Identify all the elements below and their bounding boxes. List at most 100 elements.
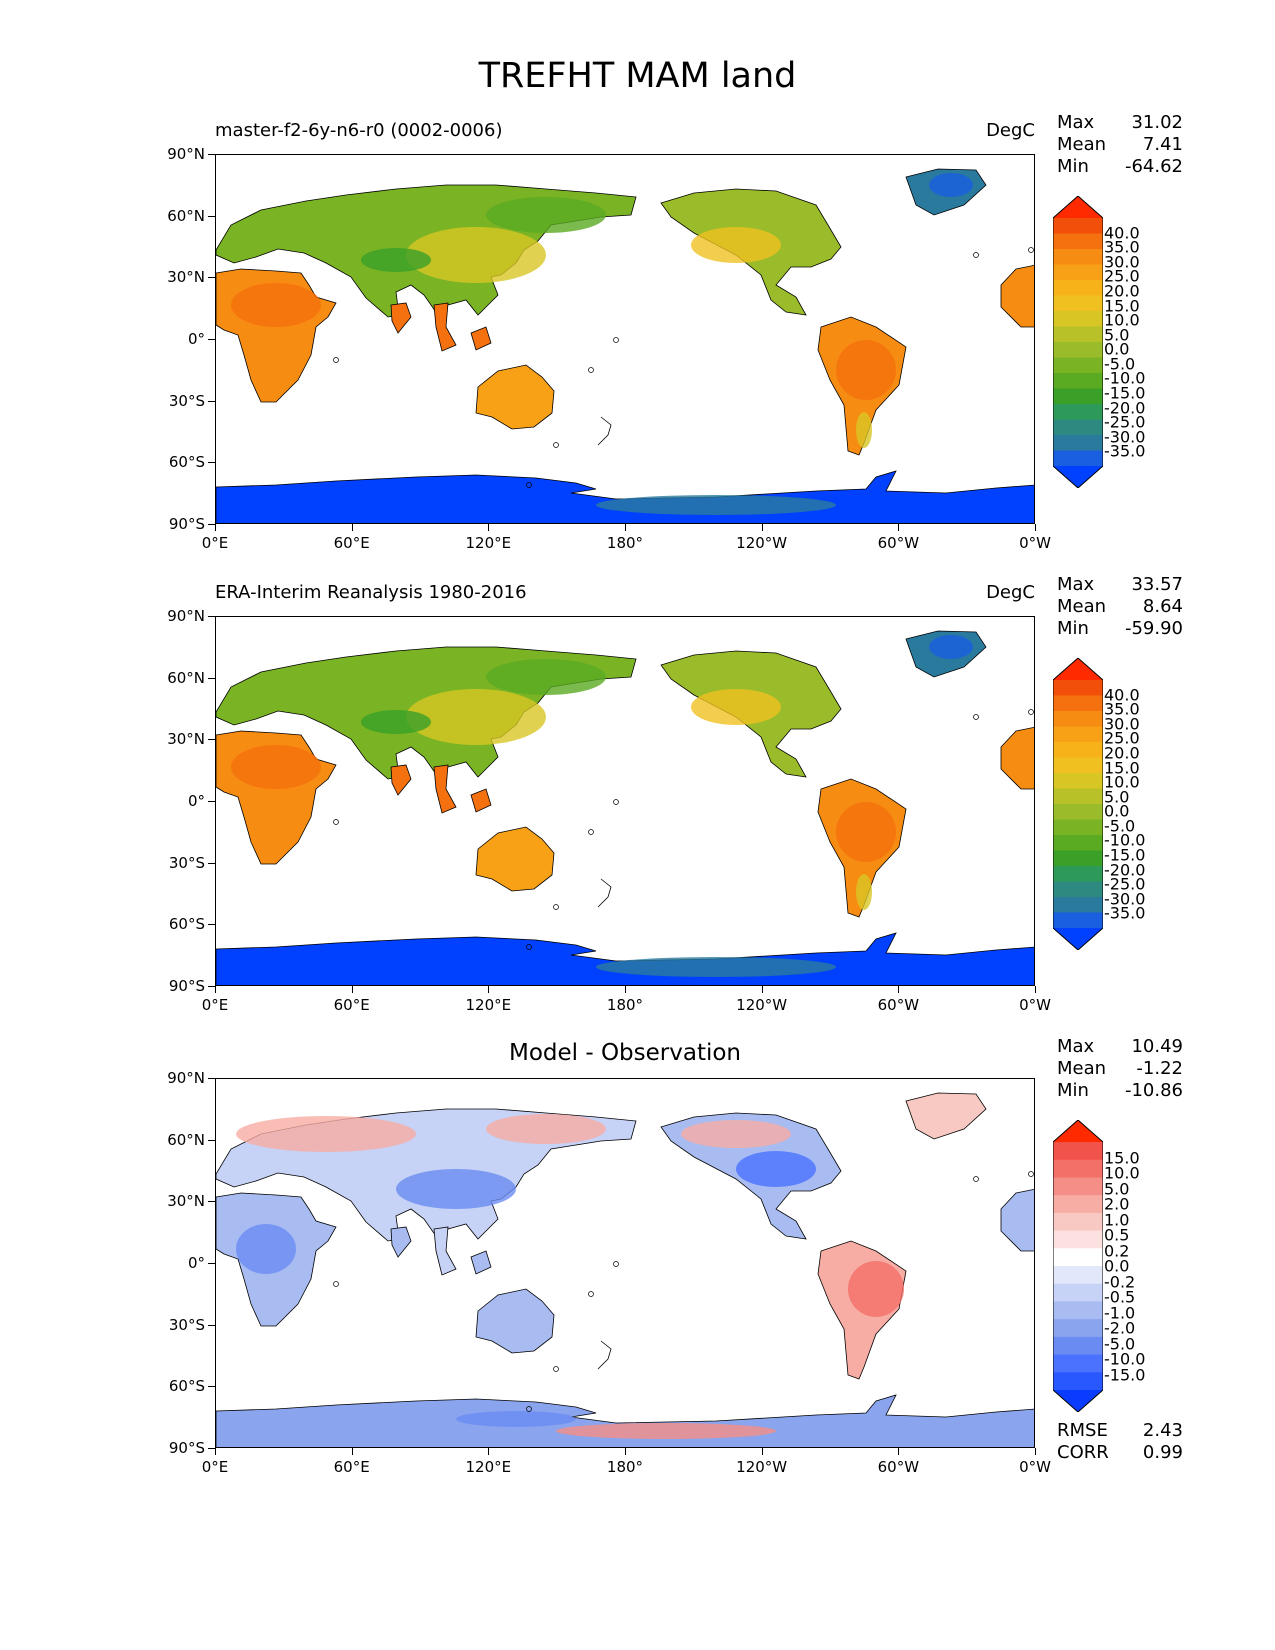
lon-tick-mark (215, 986, 216, 993)
antarctica-landmass (216, 932, 1034, 985)
lon-tick-label: 0°W (1019, 534, 1051, 552)
island-outline (973, 252, 979, 258)
island-outline (526, 944, 532, 950)
stat-label: Max (1057, 112, 1095, 133)
map-canvas (216, 168, 1034, 523)
island-outline (613, 799, 619, 805)
colorbar-extend-max (1053, 658, 1103, 680)
lat-tick-mark (208, 1448, 215, 1449)
lon-tick-label: 180° (606, 996, 644, 1014)
lat-tick-label: 90°N (167, 1069, 205, 1087)
colorbar-tick-label: 0.0 (1104, 801, 1130, 821)
wafrica_r-landmass (1000, 726, 1034, 790)
field-shading (848, 1261, 904, 1317)
lat-tick-mark (208, 462, 215, 464)
lat-tick-label: 60°S (168, 1377, 205, 1396)
lon-tick-label: 60°W (877, 1458, 920, 1476)
colorbar-segment (1053, 695, 1103, 712)
colorbar-segment (1053, 711, 1103, 727)
antarctica-landmass (216, 470, 1034, 523)
field-shading (361, 248, 431, 272)
lat-tick-mark (208, 339, 215, 340)
lon-tick-label: 60°W (877, 996, 920, 1014)
lon-tick-mark (625, 524, 626, 531)
colorbar-tick-label: 35.0 (1104, 237, 1140, 257)
colorbar-segment (1053, 218, 1103, 234)
lon-tick-mark (1035, 986, 1036, 993)
borneo-landmass (470, 326, 492, 351)
colorbar-tick-label: 25.0 (1104, 728, 1140, 748)
map-frame (215, 154, 1035, 524)
field-shading (486, 659, 606, 695)
colorbar-segment (1053, 835, 1103, 851)
field-shading (456, 1411, 576, 1427)
india-landmass (390, 764, 412, 796)
island-outline (588, 829, 594, 835)
lat-tick-mark (208, 154, 215, 155)
seasia-landmass (433, 764, 457, 814)
lon-tick-label: 0°E (201, 996, 229, 1014)
lat-tick-label: 90°S (168, 1439, 205, 1457)
lat-tick-label: 60°N (167, 1130, 205, 1149)
island-outline (526, 1406, 532, 1412)
new-zealand-outline (597, 416, 612, 446)
colorbar-tick-label: 0.2 (1104, 1241, 1130, 1260)
island-outline (553, 442, 559, 448)
lat-tick-label: 30°S (168, 1315, 205, 1334)
lat-tick-mark (208, 1139, 215, 1141)
lat-tick-mark (208, 1324, 215, 1326)
panel-left-title: ERA-Interim Reanalysis 1980-2016 (215, 582, 527, 603)
island-outline (333, 357, 339, 363)
lon-tick-mark (215, 1448, 216, 1455)
island-outline (613, 1261, 619, 1267)
field-shading (836, 340, 896, 400)
lon-tick-label: 120°E (465, 534, 512, 552)
lat-tick-label: 30°N (167, 1192, 205, 1211)
field-shading (856, 874, 872, 910)
lat-tick-mark (208, 215, 215, 217)
lon-tick-mark (761, 524, 763, 531)
panel-left-title: master-f2-6y-n6-r0 (0002-0006) (215, 120, 503, 141)
lat-tick-label: 0° (187, 792, 205, 810)
colorbar-segment (1053, 342, 1103, 358)
lat-tick-mark (208, 677, 215, 679)
lon-tick-mark (351, 986, 353, 993)
colorbar-segment (1053, 326, 1103, 343)
map-frame (215, 616, 1035, 986)
lon-tick-mark (898, 524, 900, 531)
field-shading (486, 197, 606, 233)
lat-tick-mark (208, 400, 215, 402)
lat-tick-label: 90°S (168, 515, 205, 533)
borneo-landmass (470, 1250, 492, 1275)
map-frame (215, 1078, 1035, 1448)
lon-tick-mark (898, 1448, 900, 1455)
field-shading (929, 635, 973, 659)
stat-row: Min -10.86 (1057, 1080, 1183, 1102)
lat-tick-label: 90°S (168, 977, 205, 995)
stat-value: 33.57 (1131, 574, 1183, 595)
island-outline (333, 819, 339, 825)
lon-tick-label: 120°W (736, 996, 788, 1014)
island-outline (553, 904, 559, 910)
colorbar-segment (1053, 295, 1103, 312)
field-shading (836, 802, 896, 862)
stat-label: RMSE (1057, 1420, 1108, 1441)
lat-tick-mark (208, 277, 215, 279)
colorbar-tick-label: -15.0 (1104, 1365, 1146, 1384)
lon-tick-mark (761, 986, 763, 993)
colorbar-tick-label: 0.0 (1104, 339, 1130, 359)
colorbar-segment (1053, 233, 1103, 250)
colorbar-tick-label: 2.0 (1104, 1194, 1130, 1214)
stat-row: RMSE 2.43 (1057, 1420, 1183, 1442)
lat-tick-label: 60°S (168, 915, 205, 934)
colorbar-tick-label: -15.0 (1104, 845, 1146, 865)
stat-label: Mean (1057, 1058, 1107, 1079)
island-outline (973, 714, 979, 720)
seasia-landmass (433, 302, 457, 352)
lon-tick-label: 120°E (465, 996, 512, 1014)
field-shading (556, 1423, 776, 1439)
colorbar-tick-label: 10.0 (1104, 772, 1140, 792)
colorbar-tick-label: 40.0 (1104, 223, 1140, 243)
map-canvas (216, 630, 1034, 985)
field-shading (856, 412, 872, 448)
